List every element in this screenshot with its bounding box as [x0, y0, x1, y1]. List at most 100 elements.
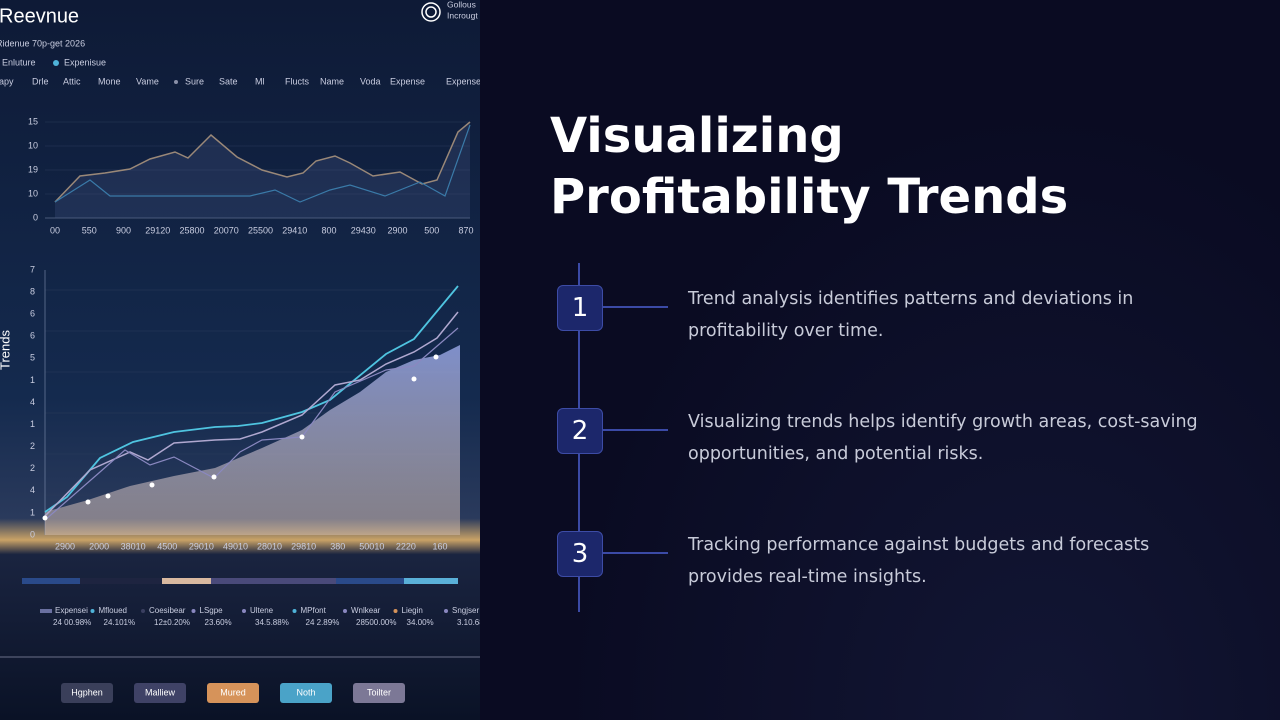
legend-value: 24 2.89%	[306, 618, 340, 627]
x-tick-label: 00	[50, 225, 60, 235]
header-label: Sure	[185, 76, 204, 86]
x-tick-label: 29120	[145, 225, 170, 235]
header-label: Sate	[219, 76, 238, 86]
x-tick-label: 550	[82, 225, 97, 235]
point-text: Tracking performance against budgets and…	[688, 535, 1150, 587]
y-tick-label: 0	[33, 212, 38, 222]
legend-value: 28500.00%	[356, 618, 396, 627]
y-tick-label: 2	[30, 463, 35, 473]
legend-label: LSgpe	[200, 606, 224, 615]
header-label: Name	[320, 76, 344, 86]
logo	[425, 6, 437, 18]
legend-value: 12±0.20%	[154, 618, 190, 627]
x-tick-label: 20070	[214, 225, 239, 235]
button-label: Noth	[296, 687, 315, 697]
x-tick-label: 900	[116, 225, 131, 235]
legend-marker	[191, 609, 196, 613]
x-tick-label: 4500	[157, 541, 177, 551]
legend-label: Ultene	[250, 606, 274, 615]
button[interactable]	[353, 683, 405, 703]
y-tick-label: 5	[30, 353, 35, 363]
badge-text: Gollous	[447, 0, 476, 9]
y-tick-label: 1	[30, 375, 35, 385]
legend-label: Wnlkear	[351, 606, 381, 615]
upper-area	[55, 122, 470, 218]
y-tick-label: 1	[30, 507, 35, 517]
legend-label: Liegin	[402, 606, 423, 615]
y-tick-label: 8	[30, 286, 35, 296]
y-tick-label: 1	[30, 419, 35, 429]
x-tick-label: 50010	[359, 541, 384, 551]
legend-label: Expenisue	[64, 57, 106, 67]
x-tick-label: 38010	[121, 541, 146, 551]
legend-label: Mfloued	[99, 606, 127, 615]
header-label: Voda	[360, 76, 381, 86]
header-label: Flucts	[285, 76, 310, 86]
y-tick-label: 15	[28, 116, 38, 126]
x-tick-label: 29810	[291, 541, 316, 551]
button[interactable]	[207, 683, 259, 703]
button[interactable]	[280, 683, 332, 703]
legend-value: 24.101%	[104, 618, 136, 627]
legend-marker	[90, 609, 95, 613]
x-tick-label: 2900	[387, 225, 407, 235]
legend-marker	[141, 609, 145, 613]
header-label: Mone	[98, 76, 121, 86]
logo	[421, 2, 441, 22]
legend-marker	[292, 609, 297, 613]
y-tick-label: 10	[28, 140, 38, 150]
legend-value: 24 00.98%	[53, 618, 91, 627]
content-panel: Visualizing Profitability Trends 1 Trend …	[480, 0, 1280, 720]
button-label: Malliew	[145, 687, 176, 697]
legend-label: Enluture	[2, 57, 36, 67]
lower-line	[44, 285, 459, 513]
x-tick-label: 800	[321, 225, 336, 235]
upper-line	[54, 121, 471, 203]
button[interactable]	[134, 683, 186, 703]
legend-marker	[393, 609, 398, 613]
point-number: 3	[557, 531, 603, 577]
legend-marker	[343, 609, 347, 613]
legend-value: 3.10.68%	[457, 618, 480, 627]
y-tick-label: 6	[30, 331, 35, 341]
connector	[602, 552, 668, 554]
point-text: Visualizing trends helps identify growth…	[688, 412, 1198, 464]
x-tick-label: 29430	[351, 225, 376, 235]
y-tick-label: 4	[30, 397, 35, 407]
x-tick-label: 2000	[89, 541, 109, 551]
x-tick-label: 500	[424, 225, 439, 235]
legend-value: 34.5.88%	[255, 618, 289, 627]
header-label: Lapy	[0, 76, 14, 86]
y-tick-label: 6	[30, 309, 35, 319]
button-label: Hgphen	[71, 687, 103, 697]
badge-text: Incrougt	[447, 10, 478, 20]
slide-title: Visualizing Profitability Trends	[550, 108, 1069, 225]
x-tick-label: 870	[458, 225, 473, 235]
point-text: Trend analysis identifies patterns and d…	[688, 289, 1134, 341]
lower-area	[45, 345, 460, 535]
header-label: Attic	[63, 76, 81, 86]
legend-label: Expensei	[55, 606, 88, 615]
x-tick-label: 28010	[257, 541, 282, 551]
header-label: Expense	[446, 76, 480, 86]
lower-line	[44, 327, 459, 521]
x-tick-label: 160	[432, 541, 447, 551]
x-tick-label: 49010	[223, 541, 248, 551]
header-label: Ml	[255, 76, 265, 86]
button[interactable]	[61, 683, 113, 703]
x-tick-label: 2220	[396, 541, 416, 551]
image-title: Reevnue	[0, 5, 79, 27]
y-tick-label: 19	[28, 164, 38, 174]
header-label: Expense	[390, 76, 425, 86]
connector	[602, 429, 668, 431]
x-tick-label: 29410	[282, 225, 307, 235]
header-dot	[174, 80, 178, 84]
y-tick-label: 2	[30, 441, 35, 451]
chart-image: Reevnue Ridenue 70p-get 2026 GollousIncrou…	[0, 0, 480, 720]
lower-dots	[42, 354, 439, 521]
lower-line	[44, 311, 459, 517]
image-subtitle: Ridenue 70p-get 2026	[0, 38, 85, 48]
point-number: 1	[557, 285, 603, 331]
legend-label: Sngjser	[452, 606, 479, 615]
